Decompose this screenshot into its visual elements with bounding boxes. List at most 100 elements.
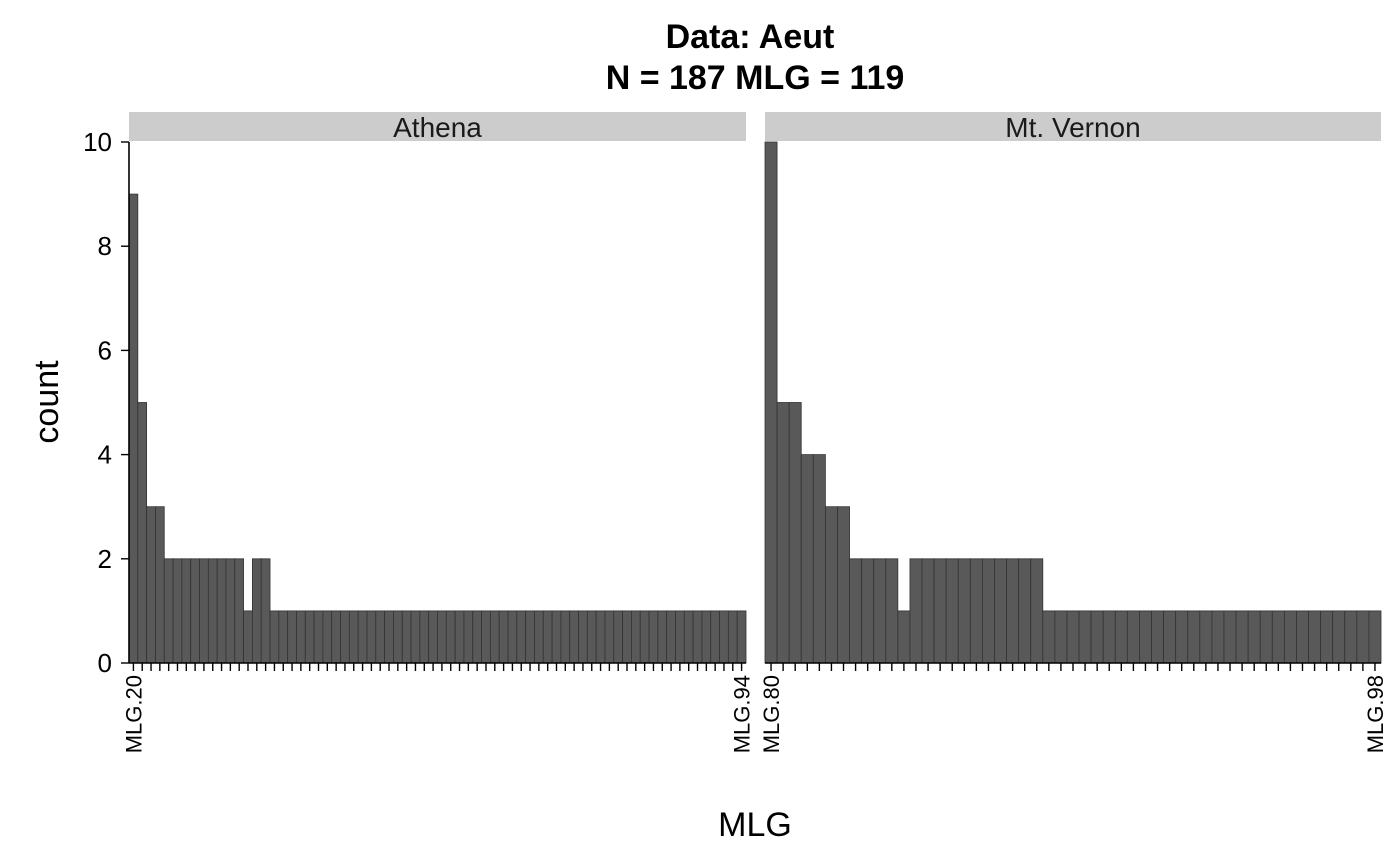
bar bbox=[569, 610, 579, 664]
bar bbox=[1211, 610, 1225, 664]
x-tick-label: MLG.80 bbox=[759, 675, 784, 753]
bar bbox=[1066, 610, 1080, 664]
bar bbox=[1368, 610, 1382, 664]
bar bbox=[419, 610, 430, 664]
bar bbox=[393, 610, 403, 664]
bar bbox=[340, 610, 350, 664]
chart-title-line-2: N = 187 MLG = 119 bbox=[606, 59, 905, 97]
bar bbox=[155, 506, 165, 664]
bar bbox=[1102, 610, 1116, 664]
bar bbox=[463, 610, 474, 664]
bar bbox=[604, 610, 615, 664]
bar bbox=[260, 558, 271, 664]
bar bbox=[234, 558, 244, 664]
bar bbox=[304, 610, 315, 664]
bar bbox=[375, 610, 386, 664]
bar bbox=[489, 610, 500, 664]
bar bbox=[578, 610, 588, 664]
bar bbox=[1199, 610, 1213, 664]
bar bbox=[1187, 610, 1201, 664]
bar bbox=[216, 558, 227, 664]
bar bbox=[1235, 610, 1249, 664]
bar bbox=[1247, 610, 1261, 664]
bar bbox=[1283, 610, 1297, 664]
y-tick-label: 6 bbox=[98, 335, 112, 365]
bar bbox=[1356, 610, 1370, 664]
bar bbox=[1271, 610, 1285, 664]
bar bbox=[657, 610, 668, 664]
bar bbox=[675, 610, 685, 664]
bar bbox=[710, 610, 720, 664]
bar bbox=[909, 558, 923, 664]
y-tick-label: 2 bbox=[98, 544, 112, 574]
y-tick-label: 10 bbox=[83, 127, 112, 157]
bar bbox=[181, 558, 192, 664]
bar bbox=[639, 610, 650, 664]
bar bbox=[428, 610, 438, 664]
bar bbox=[1223, 610, 1237, 664]
bar bbox=[837, 506, 850, 664]
bar bbox=[897, 610, 911, 664]
bar bbox=[190, 558, 200, 664]
bar bbox=[269, 610, 280, 664]
bar bbox=[776, 402, 790, 664]
bar bbox=[322, 610, 333, 664]
bar bbox=[410, 610, 421, 664]
bar bbox=[1006, 558, 1020, 664]
bar bbox=[207, 558, 218, 664]
bar bbox=[1308, 610, 1322, 664]
bar bbox=[736, 610, 747, 664]
bar bbox=[498, 610, 509, 664]
bar bbox=[357, 610, 368, 664]
facet-panel: Mt. Vernon MLG.80 MLG.98 bbox=[759, 112, 1388, 753]
facet-strip-label: Mt. Vernon bbox=[1005, 112, 1140, 143]
bar bbox=[137, 402, 148, 664]
bar bbox=[243, 610, 253, 664]
bar bbox=[551, 610, 562, 664]
x-tick-label: MLG.98 bbox=[1363, 675, 1388, 753]
bar bbox=[824, 506, 838, 664]
bar bbox=[1344, 610, 1358, 664]
bar bbox=[163, 558, 174, 664]
bar bbox=[296, 610, 306, 664]
bar bbox=[873, 558, 887, 664]
bar bbox=[1296, 610, 1309, 664]
bar bbox=[366, 610, 377, 664]
bar bbox=[701, 610, 712, 664]
bar bbox=[401, 610, 412, 664]
bar bbox=[454, 610, 465, 664]
y-axis: 0 2 4 6 8 10 bbox=[83, 127, 130, 678]
bar bbox=[172, 558, 183, 664]
bar bbox=[692, 610, 703, 664]
bar bbox=[1054, 610, 1068, 664]
bar bbox=[595, 610, 606, 664]
bar bbox=[199, 558, 209, 664]
bar bbox=[251, 558, 262, 664]
y-tick-label: 4 bbox=[98, 440, 112, 470]
bar bbox=[1030, 558, 1044, 664]
x-axis-title: MLG bbox=[718, 806, 792, 844]
bar bbox=[560, 610, 571, 664]
bar bbox=[969, 558, 983, 664]
bar bbox=[1114, 610, 1128, 664]
bar bbox=[1151, 610, 1164, 664]
bar bbox=[631, 610, 641, 664]
bar bbox=[1320, 610, 1334, 664]
bar bbox=[146, 506, 156, 664]
bar bbox=[1126, 610, 1140, 664]
bar bbox=[1078, 610, 1092, 664]
bar bbox=[534, 610, 544, 664]
x-tick-label: MLG.20 bbox=[121, 675, 146, 753]
bar bbox=[1163, 610, 1177, 664]
bar bbox=[331, 610, 341, 664]
bar bbox=[1018, 558, 1032, 664]
bar bbox=[586, 610, 597, 664]
bar bbox=[384, 610, 394, 664]
bar bbox=[278, 610, 289, 664]
bar bbox=[788, 402, 802, 664]
bar bbox=[994, 558, 1007, 664]
bar bbox=[472, 610, 482, 664]
bar bbox=[982, 558, 995, 664]
bar bbox=[921, 558, 935, 664]
